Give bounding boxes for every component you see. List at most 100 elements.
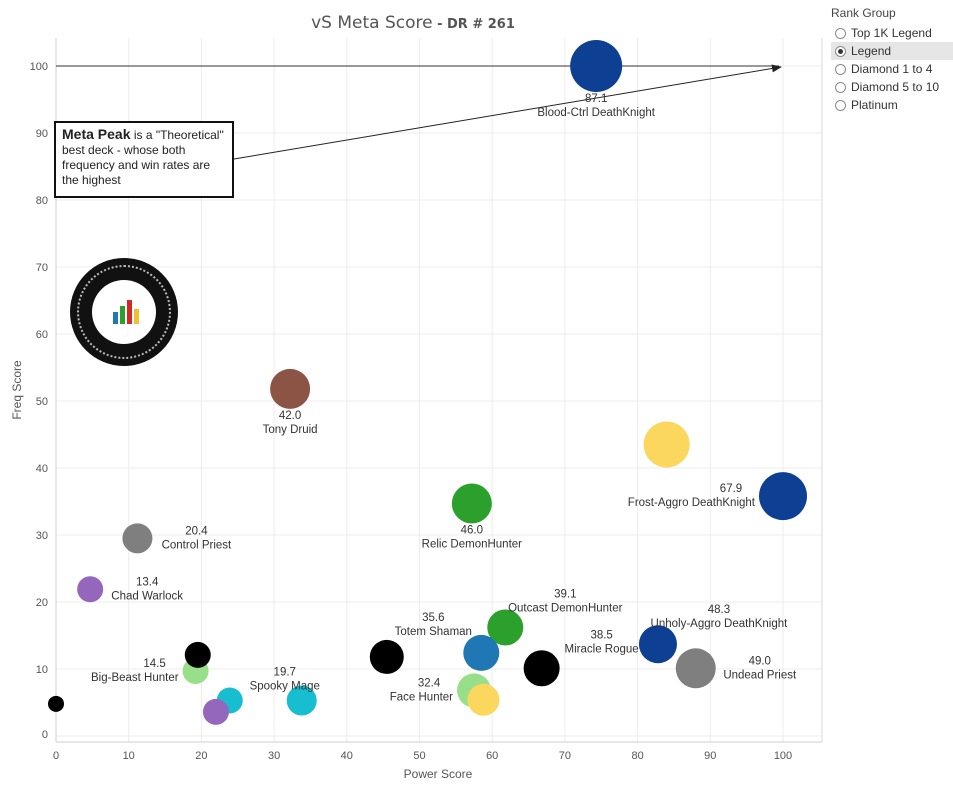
point-name-label: Frost-Aggro DeathKnight <box>628 497 756 509</box>
point-score-label: 67.9 <box>720 483 742 495</box>
x-tick-label: 50 <box>413 750 425 762</box>
point-name-label: Spooky Mage <box>250 680 320 692</box>
data-point <box>122 523 153 554</box>
data-point <box>286 685 317 716</box>
radio-icon[interactable] <box>835 81 846 93</box>
data-points <box>48 39 807 725</box>
legend-option-label: Legend <box>851 44 892 58</box>
data-point <box>467 683 500 716</box>
point-name-label: Undead Priest <box>723 669 797 681</box>
y-tick-label: 70 <box>36 262 48 274</box>
y-tick-label: 90 <box>36 128 48 140</box>
data-point <box>48 695 64 712</box>
data-point <box>643 421 690 468</box>
point-name-label: Chad Warlock <box>111 590 183 602</box>
rank-group-legend: Rank Group Top 1K Legend Legend Diamond 1 … <box>831 6 953 114</box>
y-tick-label: 50 <box>36 396 48 408</box>
y-tick-label: 0 <box>42 729 48 741</box>
data-point <box>77 576 104 603</box>
legend-title: Rank Group <box>831 6 896 20</box>
x-tick-label: 40 <box>341 750 353 762</box>
data-point <box>463 634 500 671</box>
point-score-label: 13.4 <box>136 576 159 588</box>
annotation-text: is a "Theoretical" best deck - whose bot… <box>62 128 224 187</box>
y-tick-label: 30 <box>36 530 48 542</box>
logo-ring <box>77 265 171 359</box>
y-tick-label: 60 <box>36 329 48 341</box>
x-axis-label: Power Score <box>404 767 473 781</box>
point-score-label: 38.5 <box>590 629 612 641</box>
legend-option[interactable]: Platinum <box>831 96 953 114</box>
data-point <box>570 39 623 92</box>
radio-icon[interactable] <box>835 63 846 75</box>
point-score-label: 20.4 <box>185 525 208 537</box>
data-point <box>451 483 492 524</box>
data-point <box>487 609 524 646</box>
data-point <box>638 625 677 664</box>
legend-items: Top 1K Legend Legend Diamond 1 to 4 Diamond… <box>831 24 953 114</box>
y-tick-label: 40 <box>36 463 48 475</box>
logo-bars-icon <box>113 300 139 324</box>
meta-peak-line <box>56 64 782 160</box>
radio-icon[interactable] <box>835 27 846 39</box>
point-name-label: Face Hunter <box>390 691 453 703</box>
radio-icon[interactable] <box>835 45 846 57</box>
legend-option[interactable]: Legend <box>831 42 953 60</box>
legend-option-label: Platinum <box>851 98 898 112</box>
point-name-label: Tony Druid <box>263 424 318 436</box>
x-tick-label: 10 <box>123 750 135 762</box>
data-point <box>202 698 229 725</box>
data-point <box>523 650 560 687</box>
point-score-label: 49.0 <box>749 655 771 667</box>
x-tick-label: 0 <box>53 750 59 762</box>
radio-icon[interactable] <box>835 99 846 111</box>
legend-option[interactable]: Diamond 1 to 4 <box>831 60 953 78</box>
x-tick-label: 70 <box>559 750 571 762</box>
x-tick-label: 30 <box>268 750 280 762</box>
chart-title: vS Meta Score - DR # 261 <box>311 13 515 33</box>
data-point <box>184 641 211 668</box>
point-name-label: Outcast DemonHunter <box>508 602 623 614</box>
x-tick-label: 60 <box>486 750 498 762</box>
data-point <box>369 639 404 674</box>
y-tick-label: 100 <box>30 61 48 73</box>
point-score-label: 42.0 <box>279 410 301 422</box>
x-tick-label: 20 <box>195 750 207 762</box>
annotation-title: Meta Peak <box>62 126 131 142</box>
point-score-label: 48.3 <box>708 604 730 616</box>
point-name-label: Miracle Rogue <box>565 643 639 655</box>
y-axis-label: Freq Score <box>10 360 24 420</box>
point-name-label: Big-Beast Hunter <box>91 672 179 684</box>
point-score-label: 35.6 <box>422 612 444 624</box>
x-tick-label: 100 <box>774 750 792 762</box>
legend-option-label: Top 1K Legend <box>851 26 932 40</box>
meta-peak-annotation: Meta Peak is a "Theoretical" best deck -… <box>54 121 234 198</box>
x-tick-label: 90 <box>704 750 716 762</box>
point-name-label: Relic DemonHunter <box>422 538 523 550</box>
y-tick-label: 80 <box>36 195 48 207</box>
point-score-label: 14.5 <box>143 658 165 670</box>
meta-peak-arrow <box>233 64 782 160</box>
legend-option-label: Diamond 5 to 10 <box>851 80 940 94</box>
x-tick-label: 80 <box>631 750 643 762</box>
data-point <box>270 368 311 409</box>
point-name-label: Totem Shaman <box>395 626 472 638</box>
legend-option[interactable]: Diamond 5 to 10 <box>831 78 953 96</box>
y-tick-label: 20 <box>36 597 48 609</box>
legend-option-label: Diamond 1 to 4 <box>851 62 933 76</box>
point-name-label: Control Priest <box>162 539 232 551</box>
point-score-label: 19.7 <box>274 666 296 678</box>
y-tick-label: 10 <box>36 664 48 676</box>
data-reaper-report-logo <box>70 258 178 366</box>
point-score-label: 39.1 <box>554 588 576 600</box>
legend-option[interactable]: Top 1K Legend <box>831 24 953 42</box>
point-name-label: Blood-Ctrl DeathKnight <box>537 107 655 119</box>
point-score-label: 87.1 <box>585 93 607 105</box>
point-labels: 87.1 Blood-Ctrl DeathKnight 42.0 Tony Druid… <box>91 93 797 703</box>
data-point <box>759 472 807 521</box>
data-point <box>675 648 716 689</box>
point-name-label: Unholy-Aggro DeathKnight <box>651 618 789 630</box>
point-score-label: 32.4 <box>418 677 441 689</box>
point-score-label: 46.0 <box>461 524 483 536</box>
